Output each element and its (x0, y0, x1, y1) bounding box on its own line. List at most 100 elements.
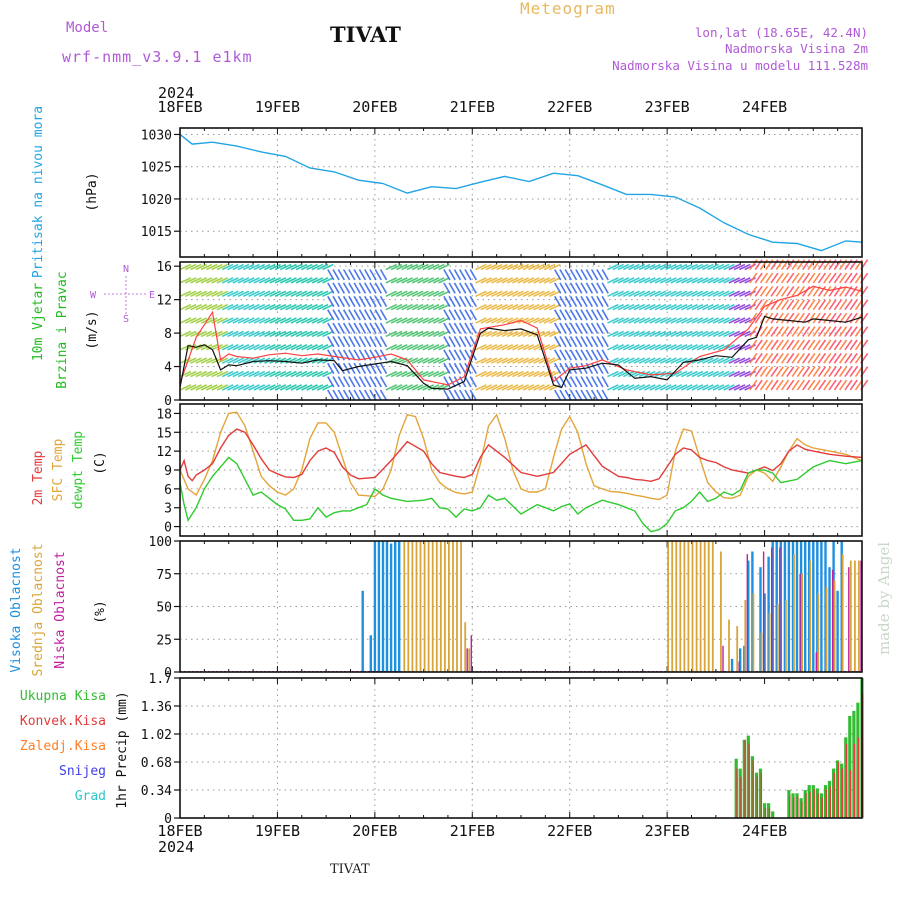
wind-barb (702, 357, 714, 364)
mid-cloud-bar (841, 554, 844, 672)
wind-barb (179, 303, 192, 311)
wind-barb (417, 290, 429, 298)
wind-barb (580, 376, 588, 388)
wind-barb (681, 330, 693, 338)
temp2m-axis-title: 2m Temp (31, 450, 46, 505)
panel-frame-pressure (179, 127, 863, 258)
wind-barb (469, 362, 477, 374)
wind-barb (665, 277, 677, 284)
wind-barb (654, 263, 667, 271)
wind-barb (633, 317, 646, 324)
y-tick-label-precip: 0 (164, 812, 172, 827)
wind-barb (549, 303, 561, 311)
wind-barb (422, 317, 434, 324)
wind-barb (733, 357, 746, 364)
wind-barb (337, 336, 346, 348)
wind-barb (817, 339, 827, 351)
mid-cloud-bar (407, 541, 410, 672)
wind-barb (501, 290, 514, 298)
wind-barb (385, 384, 398, 391)
wind-barb (480, 370, 493, 378)
wind-barb (327, 349, 335, 361)
wind-barb (206, 277, 218, 284)
wind-barb (496, 330, 508, 338)
wind-barb (723, 384, 735, 391)
wind-barb (559, 389, 567, 401)
y-tick-label-temperature: 3 (164, 502, 172, 517)
wind-barb (654, 317, 667, 324)
wind-barb (759, 366, 769, 378)
wind-barb (475, 263, 487, 271)
wind-barb (327, 295, 335, 308)
pressure-axis-title: Pritisak na nivou mora (31, 106, 46, 278)
wind-barb (443, 295, 451, 308)
wind-barb (258, 330, 271, 338)
wind-barb (696, 303, 709, 311)
x-tick-label-top: 20FEB (352, 98, 397, 116)
wind-barb (496, 290, 508, 298)
wind-barb (554, 269, 562, 281)
wind-barb (670, 384, 683, 391)
wind-barb (807, 366, 816, 378)
wind-barb (665, 384, 677, 391)
wind-barb (775, 299, 784, 311)
wind-barb (649, 344, 661, 351)
wind-barb (390, 263, 403, 271)
wind-barb (765, 352, 774, 364)
wind-barb (612, 277, 624, 284)
low-cloud-bar (746, 554, 748, 672)
high-cloud-bar (763, 593, 766, 672)
wind-barb (301, 263, 313, 271)
wind-barb (622, 384, 635, 391)
wind-barb (638, 277, 651, 284)
wind-barb (691, 277, 704, 284)
mid-cloud-bar (703, 541, 706, 672)
wind-barb (839, 366, 848, 378)
mid-cloud-bar (671, 541, 674, 672)
wind-barb (237, 357, 250, 364)
wind-barb (401, 370, 413, 378)
y-tick-label-clouds: 75 (156, 568, 172, 583)
wind-barb (559, 282, 567, 294)
wind-barb (617, 344, 630, 351)
direction-west: W (90, 290, 97, 301)
x-tick-label-top: 21FEB (450, 98, 495, 116)
wind-barb (723, 263, 735, 271)
wind-barb (248, 344, 260, 351)
wind-barb (717, 370, 730, 378)
wind-barb (538, 330, 551, 338)
wind-barb (691, 344, 704, 351)
wind-barb (675, 290, 688, 298)
wind-barb (491, 303, 503, 311)
wind-barb (342, 389, 351, 401)
wind-barb (596, 376, 604, 388)
wind-barb (754, 366, 763, 378)
wind-barb (612, 330, 624, 338)
wind-barb (791, 272, 800, 284)
wind-barb (379, 269, 388, 281)
wind-barb (823, 352, 832, 364)
wind-barb (200, 357, 213, 364)
wind-barb (617, 290, 630, 298)
wind-barb (506, 317, 519, 324)
wind-barb (754, 286, 763, 297)
wind-barb (221, 370, 234, 378)
wind-barb (559, 336, 567, 348)
wind-barb (480, 317, 493, 324)
wind-barb (696, 384, 709, 391)
total-precip-bar (754, 772, 759, 818)
wind-speed-line (179, 315, 863, 390)
wind-barb (195, 263, 208, 271)
wind-barb (332, 309, 340, 321)
wind-barb (823, 299, 832, 311)
model-label: Model (66, 20, 109, 36)
wind-barb (216, 303, 229, 311)
wind-barb (559, 376, 567, 388)
wind-barb (258, 303, 271, 311)
wind-barb (232, 370, 244, 378)
mid-cloud-bar (809, 560, 812, 672)
wind-barb (596, 336, 604, 348)
wind-barb (702, 290, 714, 298)
wind-barb (617, 277, 630, 284)
total-precip-bar (811, 785, 815, 818)
